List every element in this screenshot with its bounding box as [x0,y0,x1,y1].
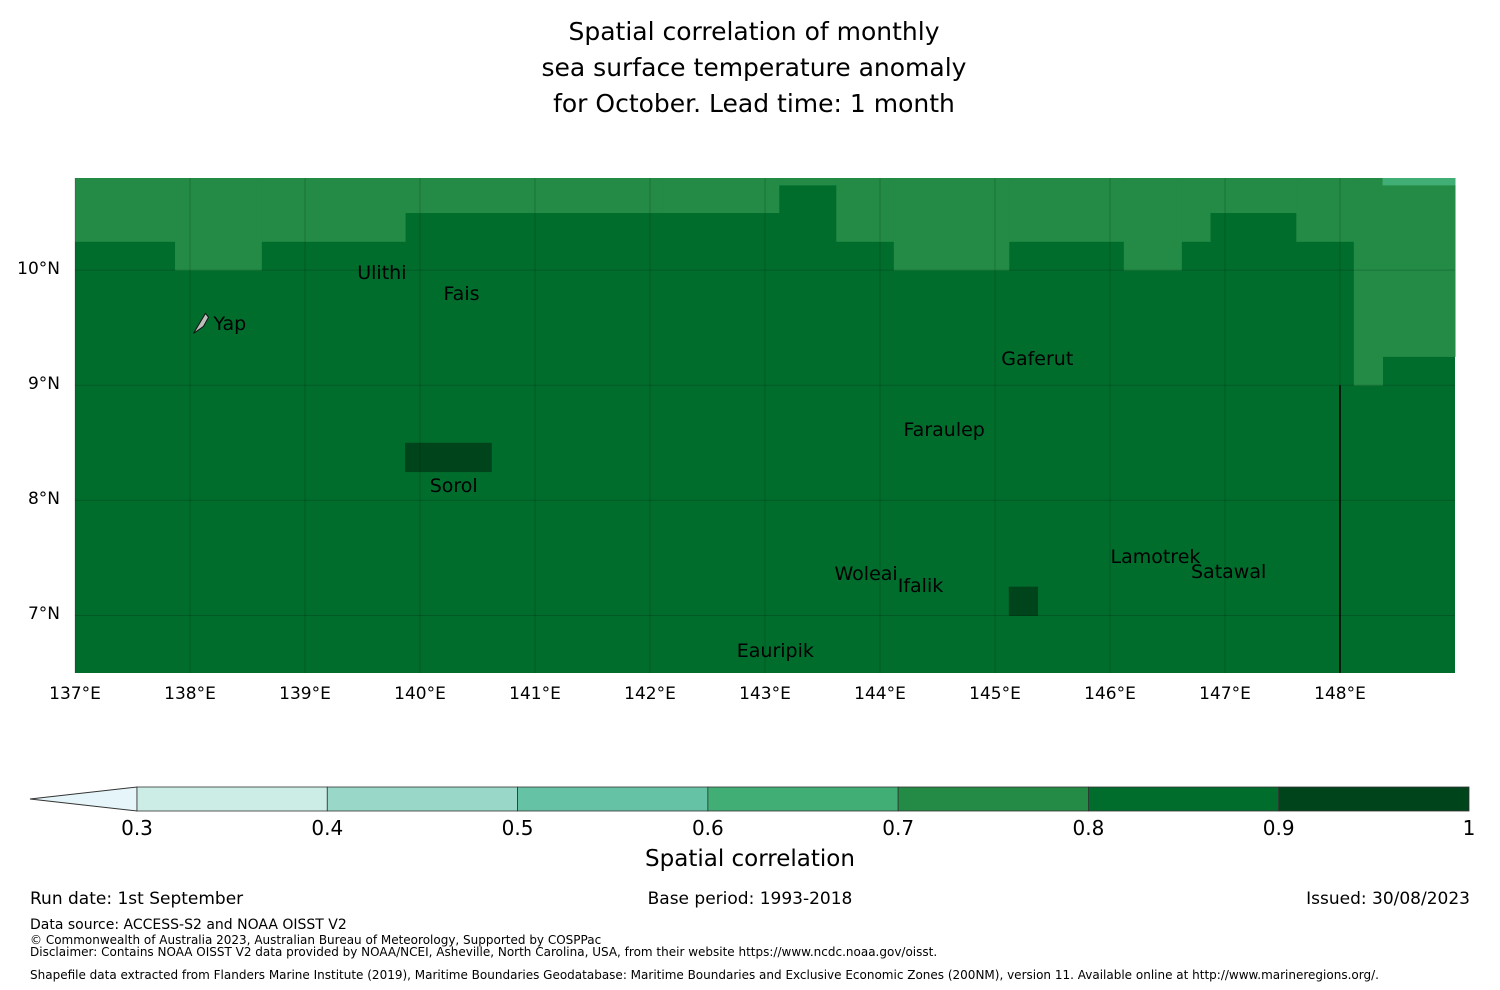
lon-tick-label: 142°E [624,684,676,704]
island-label-gaferut: Gaferut [1001,347,1074,370]
correlation-cell-12 [1296,178,1355,242]
correlation-cell-7 [893,178,1010,271]
correlation-map [74,178,1456,673]
lon-tick-label: 141°E [509,684,561,704]
colorbar-segment-0 [136,786,328,812]
lon-tick-label: 137°E [49,684,101,704]
lon-tick-label: 138°E [164,684,216,704]
island-label-sorol: Sorol [429,474,478,497]
correlation-cell-14 [1353,356,1384,386]
colorbar-tick-label: 0.4 [311,816,344,840]
colorbar-tick-label: 0.5 [501,816,534,840]
lon-tick-label: 145°E [969,684,1021,704]
correlation-cell-1 [175,178,262,271]
island-label-faraulep: Faraulep [903,419,985,442]
title-line-1: Spatial correlation of monthly [568,17,940,46]
colorbar-segment-1 [326,786,518,812]
correlation-cell-4 [663,178,780,214]
colorbar [29,786,1470,812]
correlation-cell-11 [1210,178,1297,214]
correlation-cell-15 [1382,178,1456,186]
chart-title: Spatial correlation of monthly sea surfa… [0,14,1500,122]
title-line-3: for October. Lead time: 1 month [553,89,955,118]
colorbar-label: Spatial correlation [645,846,855,872]
data-source: Data source: ACCESS-S2 and NOAA OISST V2 [30,917,347,933]
issued-date: Issued: 30/08/2023 [1306,889,1470,909]
island-label-lamotrek: Lamotrek [1110,545,1201,568]
island-label-satawal: Satawal [1191,560,1267,583]
yap-island-shape [193,312,210,334]
lat-tick-label: 9°N [27,374,60,395]
correlation-cell-8 [1008,178,1125,242]
island-label-fais: Fais [443,283,480,306]
correlation-cell-13 [1353,178,1456,357]
lon-tick-label: 143°E [739,684,791,704]
colorbar-under-extension [29,786,138,812]
disclaimer: Disclaimer: Contains NOAA OISST V2 data … [30,945,938,959]
lon-tick-label: 146°E [1084,684,1136,704]
lat-tick-label: 7°N [27,604,60,625]
island-label-woleai: Woleai [834,563,898,586]
island-label-eauripik: Eauripik [736,640,814,663]
lat-tick-label: 10°N [17,259,60,280]
lat-tick-label: 8°N [27,489,60,510]
colorbar-tick-label: 0.7 [882,816,915,840]
island-label-yap: Yap [213,313,247,336]
colorbar-segment-3 [707,786,899,812]
colorbar-tick-label: 0.8 [1072,816,1105,840]
correlation-cell-3 [405,178,665,214]
lon-tick-label: 140°E [394,684,446,704]
run-date: Run date: 1st September [30,889,244,909]
colorbar-segment-6 [1278,786,1470,812]
correlation-cell-6 [836,178,895,242]
title-line-2: sea surface temperature anomaly [541,53,967,82]
shapefile-credit: Shapefile data extracted from Flanders M… [30,968,1379,982]
island-label-ulithi: Ulithi [357,261,407,284]
lon-tick-label: 144°E [854,684,906,704]
map-background [75,178,1455,673]
correlation-cell-5 [778,178,837,186]
correlation-cell-17 [1008,586,1039,616]
colorbar-segment-2 [517,786,709,812]
correlation-cell-10 [1181,178,1211,242]
correlation-cell-16 [405,442,492,473]
island-label-ifalik: Ifalik [897,574,944,597]
colorbar-tick-label: 0.9 [1262,816,1295,840]
correlation-cell-2 [261,178,406,242]
colorbar-tick-label: 0.6 [691,816,724,840]
lon-tick-label: 147°E [1199,684,1251,704]
base-period: Base period: 1993-2018 [647,889,853,909]
colorbar-segment-4 [897,786,1089,812]
lon-tick-label: 148°E [1314,684,1366,704]
lon-tick-label: 139°E [279,684,331,704]
correlation-cell-0 [75,178,176,242]
colorbar-tick-label: 1 [1462,816,1476,840]
colorbar-segment-5 [1088,786,1280,812]
correlation-cell-9 [1123,178,1182,271]
copyright: © Commonwealth of Australia 2023, Austra… [30,933,602,947]
colorbar-tick-label: 0.3 [121,816,153,840]
